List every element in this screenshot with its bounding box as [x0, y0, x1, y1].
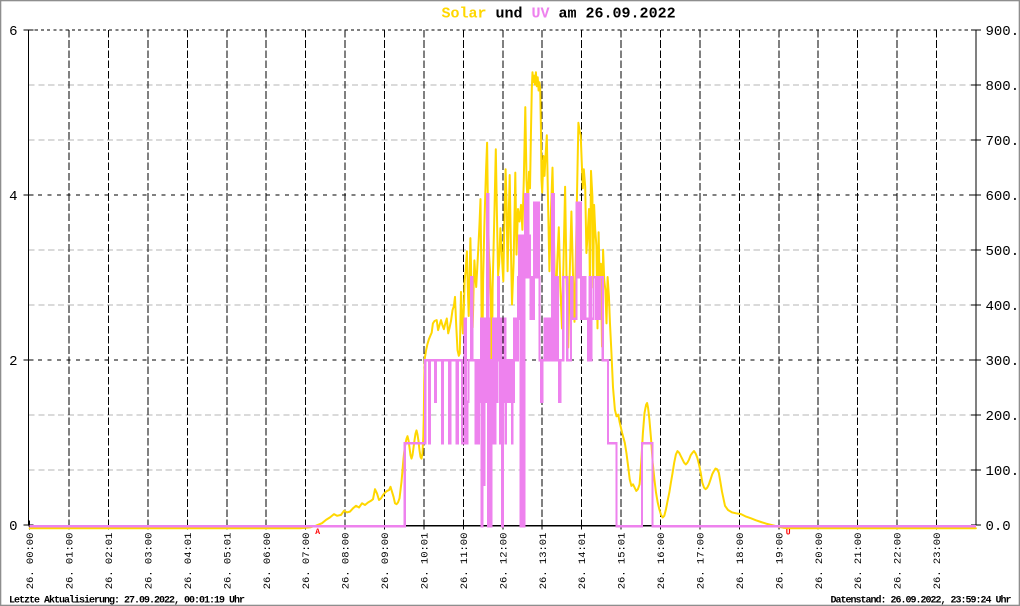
svg-text:700.0: 700.0	[986, 134, 1020, 150]
svg-text:26. 19:00: 26. 19:00	[774, 533, 786, 590]
svg-text:600.0: 600.0	[986, 189, 1020, 205]
svg-text:26. 13:01: 26. 13:01	[538, 533, 550, 590]
svg-text:26. 11:00: 26. 11:00	[459, 533, 471, 590]
svg-text:6: 6	[9, 24, 17, 40]
svg-text:26. 17:00: 26. 17:00	[696, 533, 708, 590]
svg-text:26. 14:01: 26. 14:01	[577, 533, 589, 590]
svg-text:26. 01:00: 26. 01:00	[65, 533, 77, 590]
svg-text:26. 15:01: 26. 15:01	[617, 533, 629, 590]
svg-text:26. 07:00: 26. 07:00	[301, 533, 313, 590]
svg-text:26. 20:00: 26. 20:00	[814, 533, 826, 590]
svg-text:26. 04:01: 26. 04:01	[183, 533, 195, 590]
svg-text:2: 2	[9, 354, 17, 370]
svg-text:26. 08:00: 26. 08:00	[341, 533, 353, 590]
svg-text:26. 05:01: 26. 05:01	[222, 533, 234, 590]
svg-text:26. 12:00: 26. 12:00	[498, 533, 510, 590]
svg-text:Solar und UV am 26.09.2022: Solar und UV am 26.09.2022	[442, 6, 676, 23]
svg-text:0: 0	[9, 519, 17, 535]
svg-text:4: 4	[9, 189, 17, 205]
svg-text:26. 21:00: 26. 21:00	[853, 533, 865, 590]
svg-text:U: U	[786, 529, 791, 538]
svg-text:A: A	[315, 528, 320, 537]
svg-text:900.0: 900.0	[986, 24, 1020, 40]
svg-text:26. 02:01: 26. 02:01	[104, 533, 116, 590]
svg-text:Letzte Aktualisierung: 27.09.2: Letzte Aktualisierung: 27.09.2022, 00:01…	[9, 594, 245, 606]
svg-text:26. 03:00: 26. 03:00	[144, 533, 156, 590]
svg-text:26. 23:00: 26. 23:00	[932, 533, 944, 590]
svg-text:26. 06:00: 26. 06:00	[262, 533, 274, 590]
svg-text:26. 18:00: 26. 18:00	[735, 533, 747, 590]
svg-text:500.0: 500.0	[986, 244, 1020, 260]
svg-text:26. 22:00: 26. 22:00	[893, 533, 905, 590]
svg-text:800.0: 800.0	[986, 79, 1020, 95]
svg-text:26. 10:01: 26. 10:01	[420, 533, 432, 590]
svg-text:Datenstand: 26.09.2022, 23:59:: Datenstand: 26.09.2022, 23:59:24 Uhr	[830, 594, 1011, 606]
svg-text:200.0: 200.0	[986, 409, 1020, 425]
svg-text:26. 09:00: 26. 09:00	[380, 533, 392, 590]
svg-text:0.0: 0.0	[986, 519, 1011, 535]
svg-text:26. 00:00: 26. 00:00	[25, 533, 37, 590]
svg-text:300.0: 300.0	[986, 354, 1020, 370]
svg-text:100.0: 100.0	[986, 464, 1020, 480]
svg-text:400.0: 400.0	[986, 299, 1020, 315]
svg-text:26. 16:00: 26. 16:00	[656, 533, 668, 590]
